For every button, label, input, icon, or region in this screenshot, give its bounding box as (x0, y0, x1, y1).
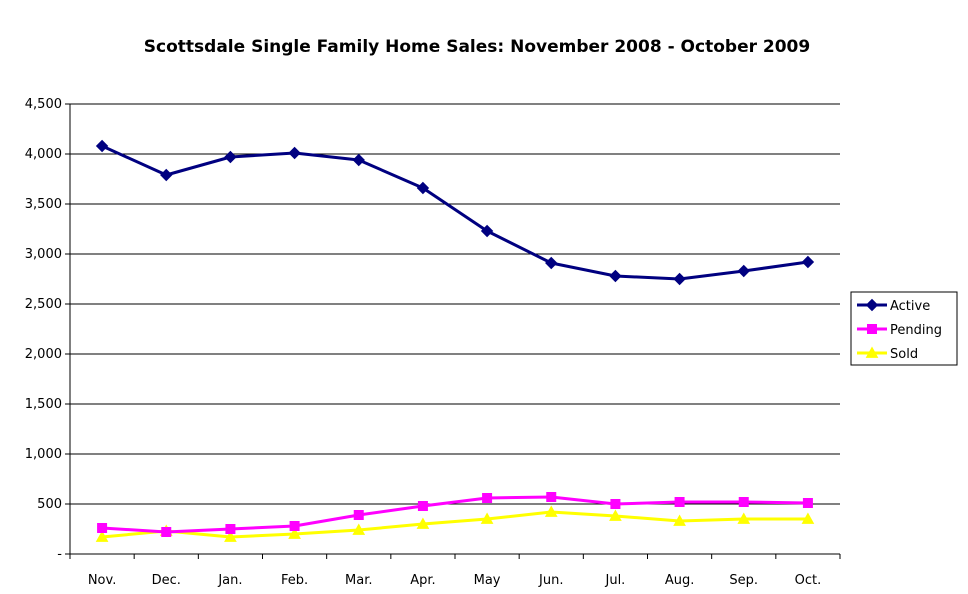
pending-point (802, 498, 813, 508)
legend-label: Pending (890, 323, 942, 338)
series-active (95, 139, 815, 286)
legend-item-sold: Sold (857, 346, 918, 362)
sold-line (101, 510, 808, 539)
active-point (160, 168, 173, 182)
pending-point (546, 492, 557, 502)
pending-point (610, 499, 621, 509)
x-tick-label: Feb. (281, 573, 308, 588)
pending-point (674, 497, 685, 507)
active-point (673, 272, 686, 286)
active-point (801, 255, 815, 269)
active-line (101, 144, 809, 281)
legend-item-pending: Pending (857, 323, 942, 338)
sold-point (352, 523, 366, 535)
active-point (609, 269, 622, 283)
x-tick-label: Jan. (217, 573, 242, 588)
chart-title: Scottsdale Single Family Home Sales: Nov… (144, 37, 810, 57)
sold-point (673, 514, 686, 526)
y-tick-label: 3,500 (25, 197, 62, 212)
x-tick-label: Jun. (538, 573, 563, 588)
x-tick-label: Jul. (605, 573, 626, 588)
active-point (545, 256, 558, 270)
legend-item-active: Active (857, 298, 930, 314)
pending-point (482, 493, 493, 503)
sold-point (416, 517, 430, 529)
y-tick-label: 1,000 (25, 447, 62, 462)
pending-line (101, 495, 808, 534)
active-point (352, 153, 365, 167)
x-tick-label: Oct. (795, 573, 822, 588)
series-layer (95, 139, 815, 542)
x-tick-label: May (474, 573, 501, 588)
active-point (224, 150, 237, 164)
sold-point (224, 530, 237, 542)
sold-point (288, 527, 301, 539)
pending-point (289, 521, 300, 531)
legend-marker-active (865, 298, 879, 312)
x-tick-label: Nov. (88, 573, 117, 588)
active-point (288, 146, 301, 160)
y-tick-label: 3,000 (25, 247, 62, 262)
axes (69, 104, 840, 555)
pending-point (97, 523, 108, 533)
series-pending (97, 492, 813, 537)
y-tick-label: 2,000 (25, 347, 62, 362)
sold-point (544, 505, 558, 517)
y-tick-label: 1,500 (25, 397, 62, 412)
series-sold (95, 505, 815, 542)
active-point (480, 224, 494, 238)
legend: Active Pending Sold (850, 291, 958, 366)
active-point (416, 181, 430, 195)
legend-marker-sold (865, 346, 879, 358)
x-tick-label: Sep. (729, 573, 758, 588)
legend-label: Active (890, 299, 930, 314)
sold-point (609, 509, 622, 521)
x-tick-label: Mar. (345, 573, 372, 588)
x-tick-label: Aug. (665, 573, 695, 588)
y-tick-label: 2,500 (25, 297, 62, 312)
pending-point (353, 510, 364, 520)
legend-label: Sold (890, 347, 918, 362)
pending-point (225, 524, 236, 534)
y-tick-label: 500 (37, 497, 62, 512)
y-axis-ticks: - 500 1,000 1,500 2,000 2,500 3,000 3,500 4,000 4… (25, 97, 70, 562)
sold-point (95, 530, 109, 542)
y-tick-label: 4,000 (25, 147, 62, 162)
x-tick-label: Apr. (410, 573, 435, 588)
pending-point (738, 497, 749, 507)
sold-point (801, 512, 815, 524)
y-tick-label: 4,500 (25, 97, 62, 112)
gridlines (70, 103, 840, 505)
legend-marker-pending (867, 324, 877, 334)
x-tick-label: Dec. (152, 573, 181, 588)
y-tick-label: - (57, 547, 62, 562)
active-point (95, 139, 109, 153)
sold-point (480, 512, 494, 524)
active-point (737, 264, 750, 278)
pending-point (161, 527, 172, 537)
sold-point (737, 512, 751, 524)
pending-point (417, 501, 428, 511)
x-axis-ticks: Nov. Dec. Jan. Feb. Mar. Apr. May Jun. Jul. Aug. S… (69, 554, 841, 588)
